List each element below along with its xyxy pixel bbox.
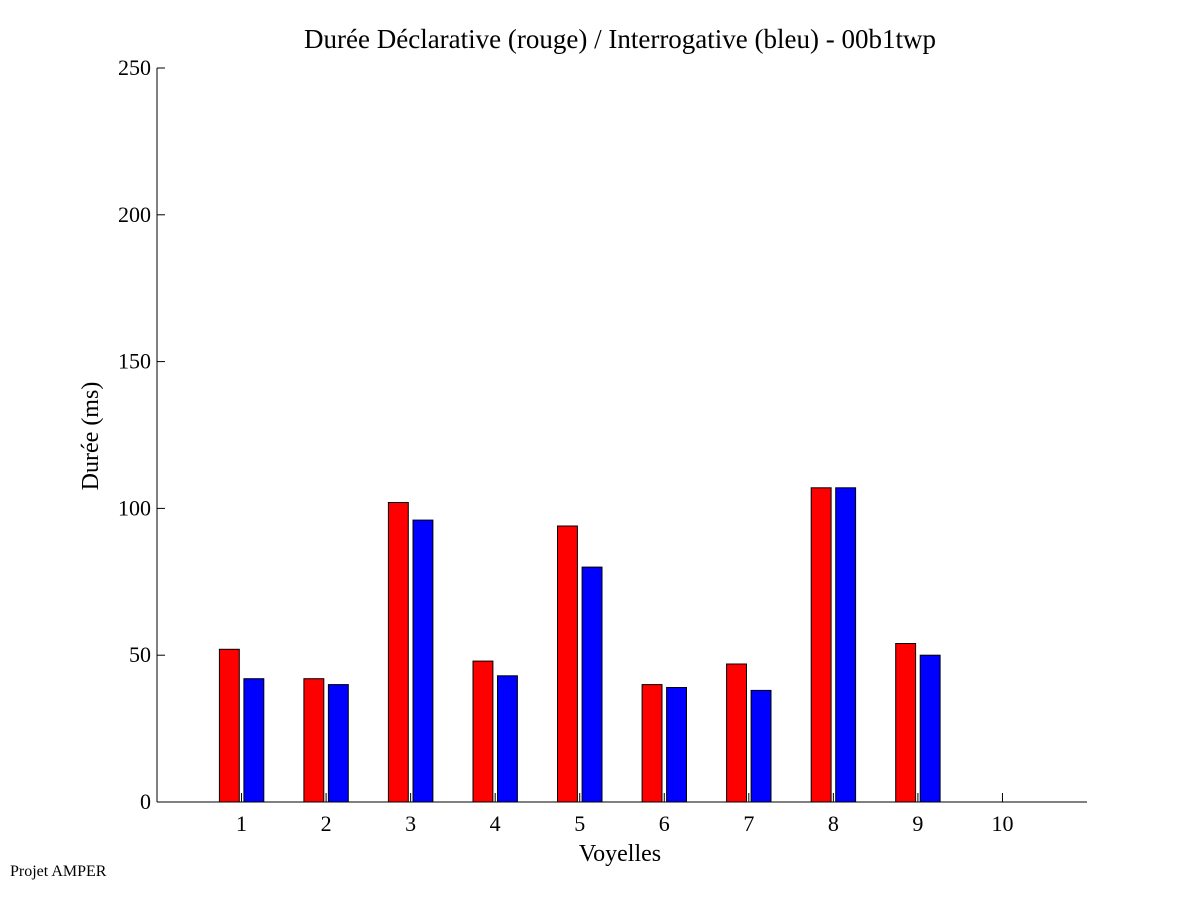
bar-declarative <box>387 502 409 803</box>
bar-interrogative <box>581 566 603 803</box>
bar-interrogative <box>497 675 518 803</box>
bar-interrogative <box>412 519 434 803</box>
y-axis-label: Durée (ms) <box>78 382 104 491</box>
bar-interrogative <box>243 678 265 803</box>
x-tick-label: 4 <box>490 811 501 836</box>
x-tick-label: 9 <box>912 811 923 836</box>
x-tick-label: 2 <box>321 811 332 836</box>
x-tick-label: 8 <box>828 811 839 836</box>
y-tick-label: 100 <box>118 495 151 520</box>
x-tick-label: 6 <box>659 811 670 836</box>
x-tick-label: 10 <box>991 811 1013 836</box>
x-tick-label: 7 <box>743 811 754 836</box>
x-axis-label: Voyelles <box>579 841 661 867</box>
y-tick-label: 0 <box>140 789 151 814</box>
x-tick-label: 5 <box>574 811 585 836</box>
bar-declarative <box>557 525 578 803</box>
bar-declarative <box>895 643 917 803</box>
bar-interrogative <box>750 689 772 803</box>
bar-interrogative <box>919 654 941 803</box>
bar-declarative <box>472 660 494 803</box>
bar-declarative <box>218 648 240 803</box>
chart-title: Durée Déclarative (rouge) / Interrogativ… <box>304 24 936 54</box>
bars <box>218 487 941 803</box>
y-tick-label: 50 <box>129 642 151 667</box>
bar-declarative <box>303 678 325 803</box>
y-tick-label: 150 <box>118 349 151 374</box>
axes: 0 50 100 150 200 250 1 2 3 4 5 6 7 8 9 10 <box>118 55 1087 836</box>
y-tick-label: 200 <box>118 202 151 227</box>
y-tick-label: 250 <box>118 55 151 80</box>
bar-interrogative <box>835 487 857 803</box>
x-tick-label: 3 <box>405 811 416 836</box>
bar-declarative <box>641 684 663 803</box>
footer-note: Projet AMPER <box>10 863 107 880</box>
bar-declarative <box>726 663 747 803</box>
bar-declarative <box>810 487 832 803</box>
x-tick-label: 1 <box>236 811 247 836</box>
bar-interrogative <box>666 687 687 803</box>
bar-interrogative <box>327 684 349 803</box>
